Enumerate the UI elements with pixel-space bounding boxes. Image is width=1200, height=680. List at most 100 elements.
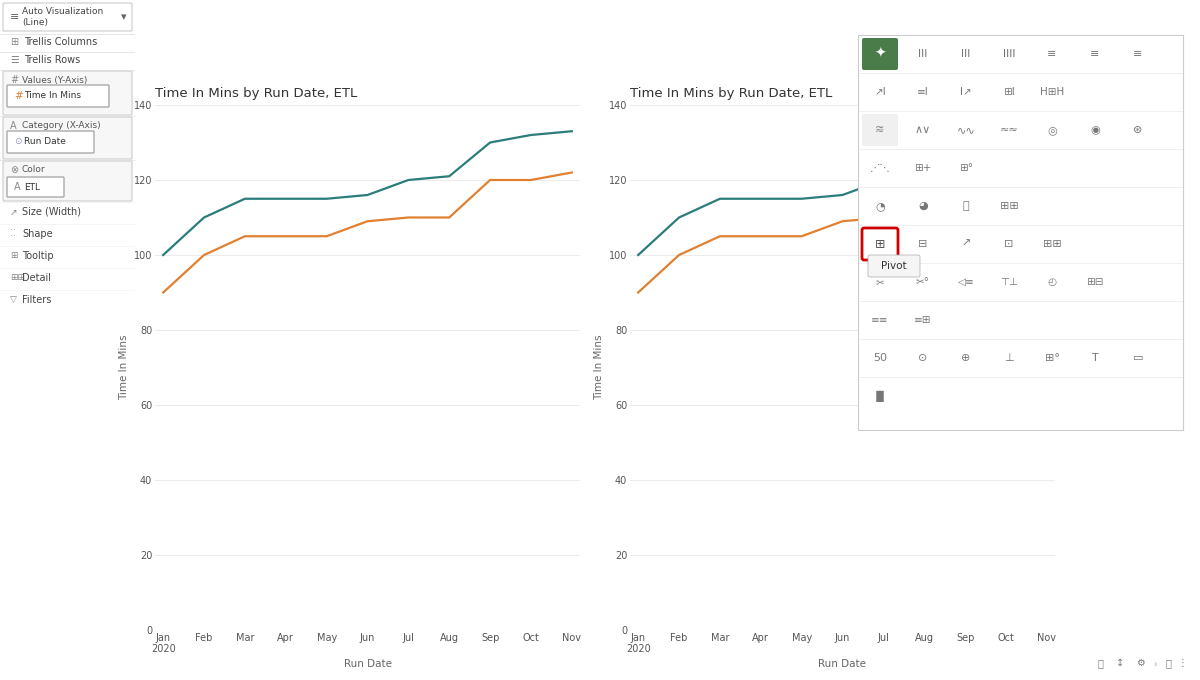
- Text: ≡l: ≡l: [917, 87, 929, 97]
- Text: ▾: ▾: [121, 12, 127, 22]
- FancyBboxPatch shape: [2, 161, 132, 201]
- Text: ≡: ≡: [10, 12, 19, 22]
- Text: ⊞⊟: ⊞⊟: [1086, 277, 1104, 287]
- Text: Shape: Shape: [22, 229, 53, 239]
- Text: ≡: ≡: [1048, 49, 1057, 59]
- Text: 🌐: 🌐: [1097, 658, 1103, 668]
- Text: ⊡: ⊡: [1004, 239, 1014, 249]
- Text: A: A: [10, 121, 17, 131]
- Text: llll: llll: [1003, 49, 1015, 59]
- Text: ◕: ◕: [918, 201, 928, 211]
- Text: ⊞⊞: ⊞⊞: [10, 273, 25, 282]
- FancyBboxPatch shape: [862, 114, 898, 146]
- Text: ≡⊞: ≡⊞: [914, 315, 931, 325]
- Text: l↗: l↗: [960, 87, 972, 97]
- Text: H⊞H: H⊞H: [1040, 87, 1064, 97]
- Text: Trellis Rows: Trellis Rows: [24, 55, 80, 65]
- Text: ⊙: ⊙: [14, 137, 22, 146]
- Text: ◉: ◉: [1090, 125, 1100, 135]
- FancyBboxPatch shape: [868, 255, 920, 277]
- Text: lll: lll: [918, 49, 928, 59]
- Text: ↗l: ↗l: [874, 87, 886, 97]
- FancyBboxPatch shape: [2, 117, 132, 159]
- Text: ↗: ↗: [961, 239, 971, 249]
- Text: ⊛: ⊛: [1133, 125, 1142, 135]
- Text: #: #: [10, 75, 18, 85]
- Text: ⋮: ⋮: [1177, 658, 1187, 668]
- Text: ≡: ≡: [1133, 49, 1142, 59]
- Text: ⊗: ⊗: [10, 165, 18, 175]
- Text: ⊞: ⊞: [10, 252, 18, 260]
- Text: ≈≈: ≈≈: [1000, 125, 1019, 135]
- Text: Size (Width): Size (Width): [22, 207, 82, 217]
- Text: ≡≡: ≡≡: [871, 315, 889, 325]
- FancyBboxPatch shape: [2, 3, 132, 31]
- Text: ⁚⁚: ⁚⁚: [10, 230, 16, 239]
- Text: ◎: ◎: [1048, 125, 1057, 135]
- Text: T: T: [1092, 353, 1098, 363]
- Text: ↗: ↗: [10, 207, 18, 216]
- Text: Run Date: Run Date: [24, 137, 66, 146]
- FancyBboxPatch shape: [7, 131, 94, 153]
- Text: Detail: Detail: [22, 273, 50, 283]
- Text: Category (X-Axis): Category (X-Axis): [22, 122, 101, 131]
- Text: 👁: 👁: [962, 201, 970, 211]
- Text: ▐▌: ▐▌: [871, 390, 888, 402]
- Text: ⊥: ⊥: [1004, 353, 1014, 363]
- Text: ◔: ◔: [875, 201, 884, 211]
- Text: ⊞°: ⊞°: [959, 163, 973, 173]
- Text: ⊟: ⊟: [918, 239, 928, 249]
- Text: ✦: ✦: [874, 47, 886, 61]
- Text: ▭: ▭: [1133, 353, 1144, 363]
- Text: ∿∿: ∿∿: [956, 125, 976, 135]
- FancyBboxPatch shape: [862, 228, 898, 260]
- Text: Pivot: Pivot: [881, 261, 907, 271]
- Text: ⊞: ⊞: [10, 37, 18, 47]
- Text: ⚙: ⚙: [1135, 658, 1145, 668]
- Text: Filters: Filters: [22, 295, 52, 305]
- Text: Tooltip: Tooltip: [22, 251, 54, 261]
- Text: (Line): (Line): [22, 18, 48, 27]
- Text: ✂: ✂: [876, 277, 884, 287]
- Text: ∧∨: ∧∨: [914, 125, 931, 135]
- Text: ↕: ↕: [1116, 658, 1124, 668]
- Text: ⊕: ⊕: [961, 353, 971, 363]
- Text: ◁≡: ◁≡: [958, 277, 974, 287]
- Text: ✂°: ✂°: [916, 277, 930, 287]
- Text: Time In Mins by Run Date, ETL: Time In Mins by Run Date, ETL: [155, 86, 358, 100]
- Text: ▽: ▽: [10, 296, 17, 305]
- Y-axis label: Time In Mins: Time In Mins: [594, 335, 605, 401]
- FancyBboxPatch shape: [7, 177, 64, 197]
- Text: ⊤⊥: ⊤⊥: [1000, 277, 1018, 287]
- FancyBboxPatch shape: [7, 85, 109, 107]
- Text: Time In Mins by Run Date, ETL: Time In Mins by Run Date, ETL: [630, 86, 833, 100]
- Text: ⊞l: ⊞l: [1003, 87, 1015, 97]
- FancyBboxPatch shape: [862, 38, 898, 70]
- X-axis label: Run Date: Run Date: [818, 658, 866, 668]
- Text: ⤢: ⤢: [1165, 658, 1171, 668]
- Text: Auto Visualization: Auto Visualization: [22, 7, 103, 16]
- Text: ETL: ETL: [24, 182, 40, 192]
- Text: ☰: ☰: [10, 55, 19, 65]
- Text: Time In Mins: Time In Mins: [24, 92, 82, 101]
- Text: 50: 50: [874, 353, 887, 363]
- Text: #: #: [14, 91, 23, 101]
- Text: ⊙: ⊙: [918, 353, 928, 363]
- Text: ≋: ≋: [875, 125, 884, 135]
- Text: Color: Color: [22, 165, 46, 175]
- Y-axis label: Time In Mins: Time In Mins: [120, 335, 130, 401]
- Text: A: A: [14, 182, 20, 192]
- Text: ⊞: ⊞: [875, 237, 886, 250]
- Text: lll: lll: [961, 49, 971, 59]
- X-axis label: Run Date: Run Date: [343, 658, 391, 668]
- Text: ≡: ≡: [1091, 49, 1099, 59]
- Text: ⊞+: ⊞+: [914, 163, 931, 173]
- Text: Values (Y-Axis): Values (Y-Axis): [22, 75, 88, 84]
- FancyBboxPatch shape: [2, 71, 132, 115]
- Text: ⋰⋱: ⋰⋱: [870, 163, 890, 173]
- Text: Trellis Columns: Trellis Columns: [24, 37, 97, 47]
- Text: ᵢ: ᵢ: [1154, 658, 1156, 668]
- Text: ◴: ◴: [1048, 277, 1056, 287]
- Text: ⊞⊞: ⊞⊞: [1043, 239, 1061, 249]
- Text: ⊞⊞: ⊞⊞: [1000, 201, 1019, 211]
